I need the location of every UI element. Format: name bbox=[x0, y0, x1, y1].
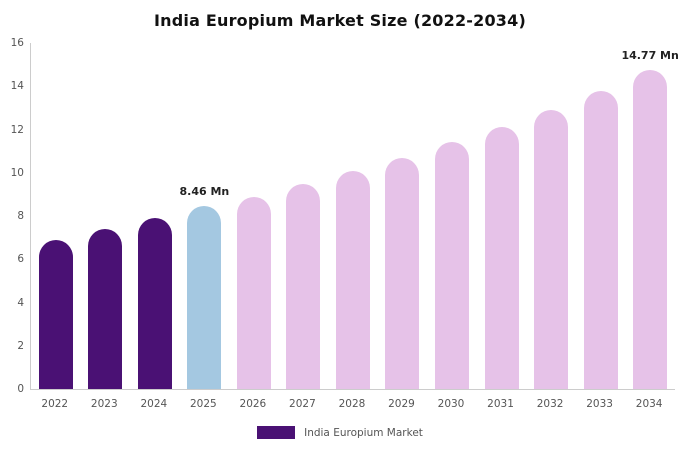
bar-2024 bbox=[137, 218, 172, 389]
bar-2023 bbox=[88, 228, 123, 389]
bar-2031 bbox=[484, 127, 519, 389]
bar-2025 bbox=[187, 206, 222, 389]
bar-2033 bbox=[583, 90, 618, 389]
y-axis-tick-4: 4 bbox=[17, 296, 24, 309]
x-axis-label-2027: 2027 bbox=[289, 398, 316, 410]
bar-slot-2027 bbox=[279, 43, 329, 389]
x-axis-label-2024: 2024 bbox=[140, 398, 168, 410]
bar-slot-2033 bbox=[576, 43, 626, 389]
y-axis-tick-14: 14 bbox=[10, 80, 24, 93]
x-axis-label-2026: 2026 bbox=[239, 398, 267, 410]
x-axis-label-2031: 2031 bbox=[487, 398, 514, 410]
y-axis-tick-2: 2 bbox=[17, 339, 24, 352]
bar-slot-2034: 14.77 Mn bbox=[621, 43, 679, 389]
bar-2028 bbox=[335, 170, 370, 389]
legend-label: India Europium Market bbox=[304, 426, 423, 439]
bar-slot-2025: 8.46 Mn bbox=[179, 43, 230, 389]
bar-value-label-2034: 14.77 Mn bbox=[621, 48, 679, 62]
bar-2034 bbox=[633, 69, 668, 389]
y-axis-tick-8: 8 bbox=[17, 210, 24, 222]
legend-swatch bbox=[257, 426, 296, 439]
bar-slot-2022 bbox=[31, 43, 81, 389]
bar-slot-2024 bbox=[130, 43, 180, 389]
x-axis-label-2023: 2023 bbox=[90, 398, 118, 410]
bar-slot-2023 bbox=[81, 43, 131, 389]
bar-value-label-2025: 8.46 Mn bbox=[179, 185, 230, 199]
bar-slot-2026 bbox=[229, 43, 279, 389]
x-axis-label-2029: 2029 bbox=[388, 398, 415, 410]
bar-slot-2029 bbox=[378, 43, 428, 389]
x-axis-label-2034: 2034 bbox=[635, 398, 663, 410]
x-axis-label-2030: 2030 bbox=[437, 398, 465, 410]
y-axis-tick-10: 10 bbox=[10, 166, 24, 179]
chart-title: India Europium Market Size (2022-2034) bbox=[154, 11, 526, 30]
x-axis-label-2032: 2032 bbox=[536, 398, 564, 410]
bar-2027 bbox=[286, 183, 321, 389]
chart-legend: India Europium Market bbox=[0, 426, 680, 439]
x-axis-label-2033: 2033 bbox=[586, 398, 613, 410]
bar-2026 bbox=[236, 196, 271, 389]
y-axis-tick-0: 0 bbox=[17, 383, 24, 395]
bar-slot-2032 bbox=[526, 43, 576, 389]
x-axis-label-2028: 2028 bbox=[338, 398, 366, 410]
y-axis-tick-12: 12 bbox=[10, 123, 24, 136]
bar-2032 bbox=[534, 110, 569, 389]
y-axis-tick-6: 6 bbox=[17, 253, 24, 266]
bar-2030 bbox=[435, 142, 470, 389]
bar-2022 bbox=[38, 239, 73, 389]
x-axis: 2022 2023 2024 2025 2026 2027 2028 2029 2030 2031… bbox=[30, 398, 674, 410]
bar-2029 bbox=[385, 157, 420, 389]
x-axis-label-2022: 2022 bbox=[41, 398, 69, 410]
bar-slot-2028 bbox=[328, 43, 378, 389]
bar-slot-2030 bbox=[427, 43, 477, 389]
y-axis-tick-16: 16 bbox=[10, 37, 24, 49]
bar-slot-2031 bbox=[477, 43, 527, 389]
bar-chart-plot-area: 8.46 Mn 14.77 Mn bbox=[30, 43, 679, 390]
x-axis-label-2025: 2025 bbox=[189, 398, 217, 410]
